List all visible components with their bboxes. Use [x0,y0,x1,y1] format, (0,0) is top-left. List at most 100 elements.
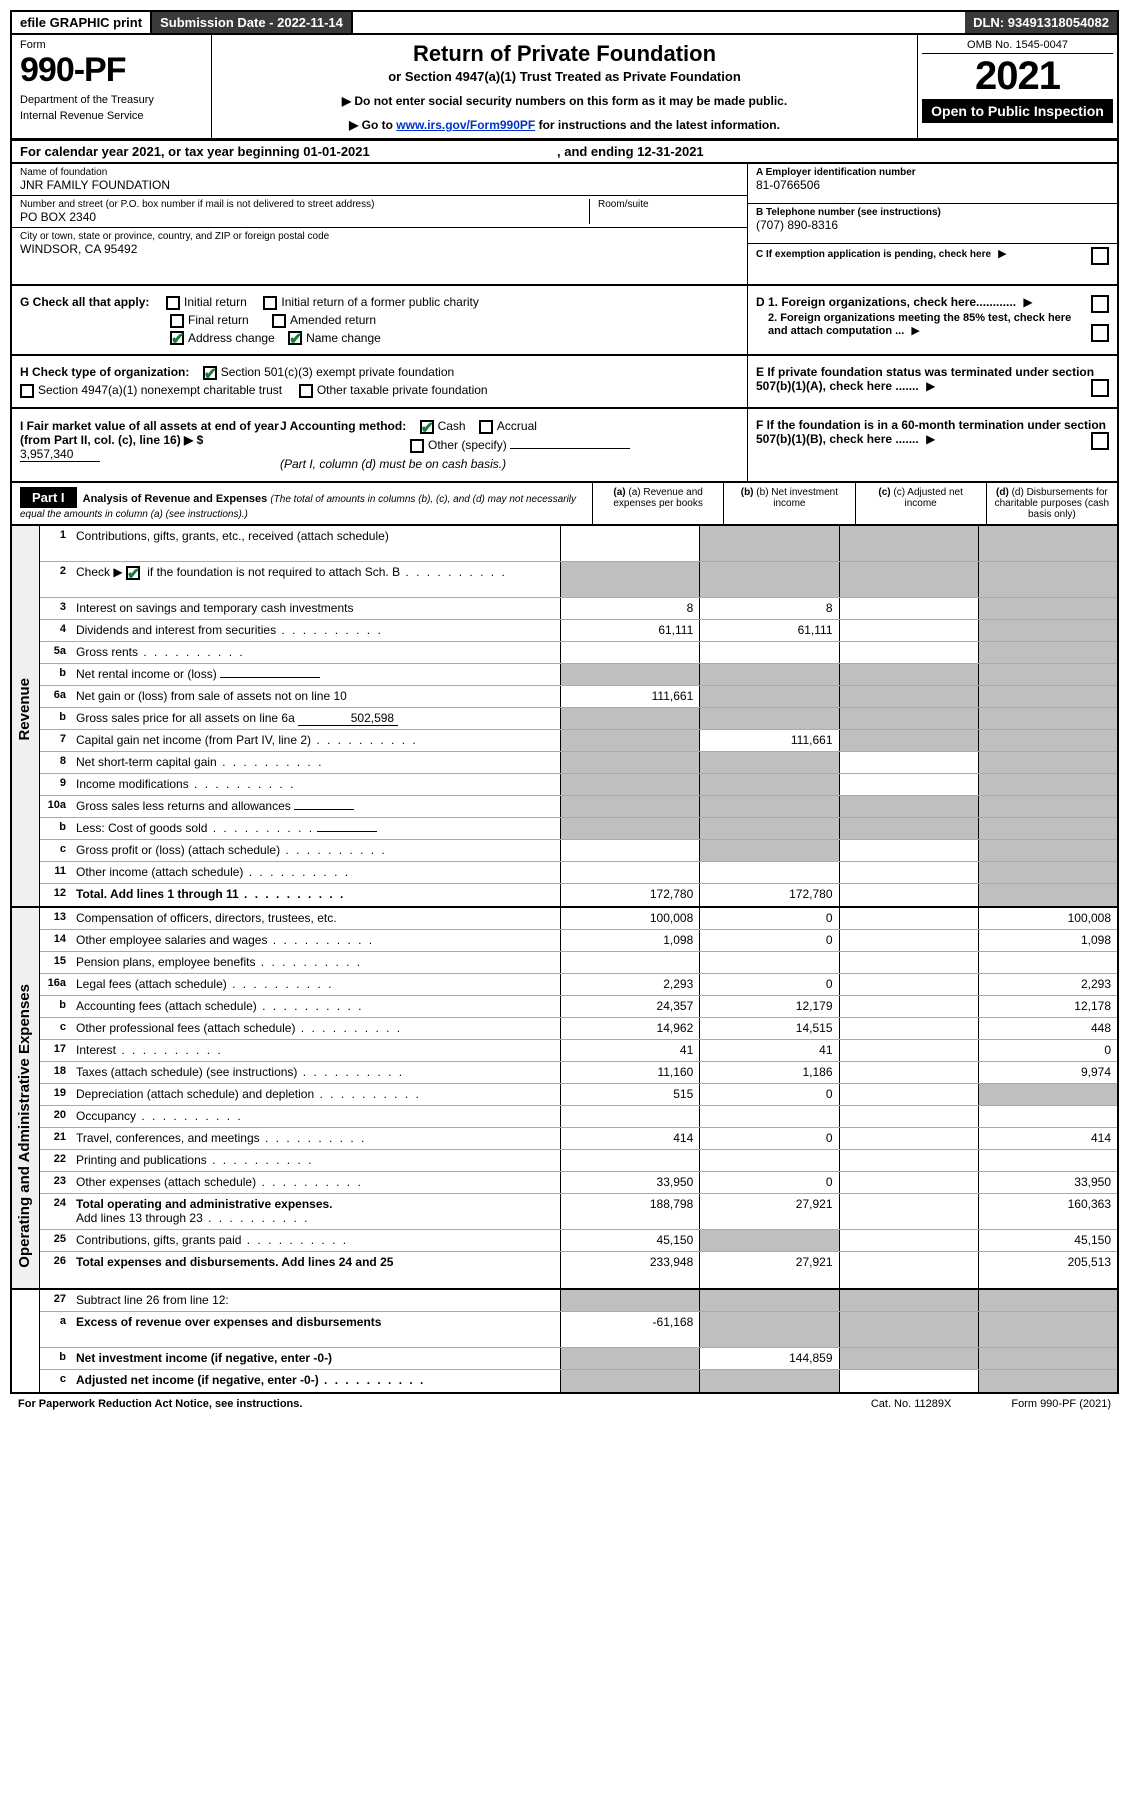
cat-no: Cat. No. 11289X [871,1398,952,1410]
i-label: I Fair market value of all assets at end… [20,419,279,447]
tax-year: 2021 [922,54,1113,99]
calyear-end: 12-31-2021 [637,144,704,159]
row-23: 23Other expenses (attach schedule)33,950… [40,1172,1117,1194]
g5-label: Address change [188,331,275,345]
row-17: 17Interest41410 [40,1040,1117,1062]
name-row: Name of foundation JNR FAMILY FOUNDATION [12,164,747,196]
ein-value: 81-0766506 [756,178,1109,192]
address-change-checkbox[interactable] [170,331,184,345]
form-title: Return of Private Foundation [220,41,909,67]
form-number: 990-PF [20,51,203,90]
header-left: Form 990-PF Department of the Treasury I… [12,35,212,138]
501c3-checkbox[interactable] [203,366,217,380]
tel-row: B Telephone number (see instructions) (7… [748,204,1117,244]
expenses-table: Operating and Administrative Expenses 13… [10,908,1119,1290]
entity-block: Name of foundation JNR FAMILY FOUNDATION… [10,164,1119,286]
form-header: Form 990-PF Department of the Treasury I… [10,35,1119,140]
form-subtitle: or Section 4947(a)(1) Trust Treated as P… [220,69,909,84]
col-d-header: (d) (d) Disbursements for charitable pur… [986,483,1117,524]
ein-row: A Employer identification number 81-0766… [748,164,1117,204]
header-right: OMB No. 1545-0047 2021 Open to Public In… [917,35,1117,138]
cash-checkbox[interactable] [420,420,434,434]
other-method-checkbox[interactable] [410,439,424,453]
row-16c: cOther professional fees (attach schedul… [40,1018,1117,1040]
open-to-public: Open to Public Inspection [922,99,1113,123]
row-5b: bNet rental income or (loss) [40,664,1117,686]
amended-return-checkbox[interactable] [272,314,286,328]
row-9: 9Income modifications [40,774,1117,796]
h1-label: Section 501(c)(3) exempt private foundat… [221,365,454,379]
arrow-icon: ▶ [998,247,1006,260]
row-24: 24Total operating and administrative exp… [40,1194,1117,1230]
row-11: 11Other income (attach schedule) [40,862,1117,884]
e-checkbox[interactable] [1091,379,1109,397]
part1-header-row: Part I Analysis of Revenue and Expenses … [10,483,1119,526]
row-15: 15Pension plans, employee benefits [40,952,1117,974]
other-taxable-checkbox[interactable] [299,384,313,398]
pending-checkbox[interactable] [1091,247,1109,265]
submission-date: Submission Date - 2022-11-14 [152,12,353,33]
page-footer: For Paperwork Reduction Act Notice, see … [10,1394,1119,1414]
row-27c: cAdjusted net income (if negative, enter… [40,1370,1117,1392]
revenue-label: Revenue [16,678,33,741]
room-label: Room/suite [598,199,739,210]
g3-label: Final return [188,313,249,327]
h3-label: Other taxable private foundation [317,383,488,397]
j3-label: Other (specify) [428,438,507,452]
h-label: H Check type of organization: [20,365,189,379]
revenue-table: Revenue 1Contributions, gifts, grants, e… [10,526,1119,908]
top-bar: efile GRAPHIC print Submission Date - 20… [10,10,1119,35]
col-c-header: (c) (c) Adjusted net income [855,483,986,524]
f-checkbox[interactable] [1091,432,1109,450]
d1-checkbox[interactable] [1091,295,1109,313]
name-label: Name of foundation [20,167,739,178]
hijf-block: I Fair market value of all assets at end… [10,409,1119,483]
row-27a: aExcess of revenue over expenses and dis… [40,1312,1117,1348]
address-row: Number and street (or P.O. box number if… [12,196,747,228]
initial-return-checkbox[interactable] [166,296,180,310]
revenue-sidelabel: Revenue [12,526,40,906]
4947a1-checkbox[interactable] [20,384,34,398]
calyear-begin: 01-01-2021 [303,144,370,159]
row-13: 13Compensation of officers, directors, t… [40,908,1117,930]
pending-row: C If exemption application is pending, c… [748,244,1117,284]
row-5a: 5aGross rents [40,642,1117,664]
row-22: 22Printing and publications [40,1150,1117,1172]
dln-value: 93491318054082 [1008,15,1109,30]
initial-return-former-checkbox[interactable] [263,296,277,310]
d1-label: D 1. Foreign organizations, check here..… [756,295,1016,309]
j-label: J Accounting method: [280,419,406,433]
g-label: G Check all that apply: [20,295,149,309]
header-note-2: ▶ Go to www.irs.gov/Form990PF for instru… [220,118,909,132]
row-20: 20Occupancy [40,1106,1117,1128]
row-25: 25Contributions, gifts, grants paid45,15… [40,1230,1117,1252]
row-8: 8Net short-term capital gain [40,752,1117,774]
city-label: City or town, state or province, country… [20,231,739,242]
final-return-checkbox[interactable] [170,314,184,328]
row-7: 7Capital gain net income (from Part IV, … [40,730,1117,752]
expenses-sidelabel: Operating and Administrative Expenses [12,908,40,1288]
row-27: 27Subtract line 26 from line 12: [40,1290,1117,1312]
schb-checkbox[interactable] [126,566,140,580]
col-a-header: (a) (a) Revenue and expenses per books [592,483,723,524]
j2-label: Accrual [497,419,537,433]
row-14: 14Other employee salaries and wages1,098… [40,930,1117,952]
form-instructions-link[interactable]: www.irs.gov/Form990PF [396,118,535,132]
d2-checkbox[interactable] [1091,324,1109,342]
row-18: 18Taxes (attach schedule) (see instructi… [40,1062,1117,1084]
tel-label: B Telephone number (see instructions) [756,207,1109,218]
subdate-value: 2022-11-14 [277,15,343,30]
header-center: Return of Private Foundation or Section … [212,35,917,138]
note2-post: for instructions and the latest informat… [535,118,780,132]
calendar-year-row: For calendar year 2021, or tax year begi… [10,140,1119,164]
name-change-checkbox[interactable] [288,331,302,345]
row-3: 3Interest on savings and temporary cash … [40,598,1117,620]
g-row: G Check all that apply: Initial return I… [20,295,739,310]
row-10b: bLess: Cost of goods sold [40,818,1117,840]
col-b-header: (b) (b) Net investment income [723,483,854,524]
pra-notice: For Paperwork Reduction Act Notice, see … [18,1398,302,1410]
city-value: WINDSOR, CA 95492 [20,242,739,256]
accrual-checkbox[interactable] [479,420,493,434]
note2-pre: ▶ Go to [349,118,396,132]
h2-label: Section 4947(a)(1) nonexempt charitable … [38,383,282,397]
